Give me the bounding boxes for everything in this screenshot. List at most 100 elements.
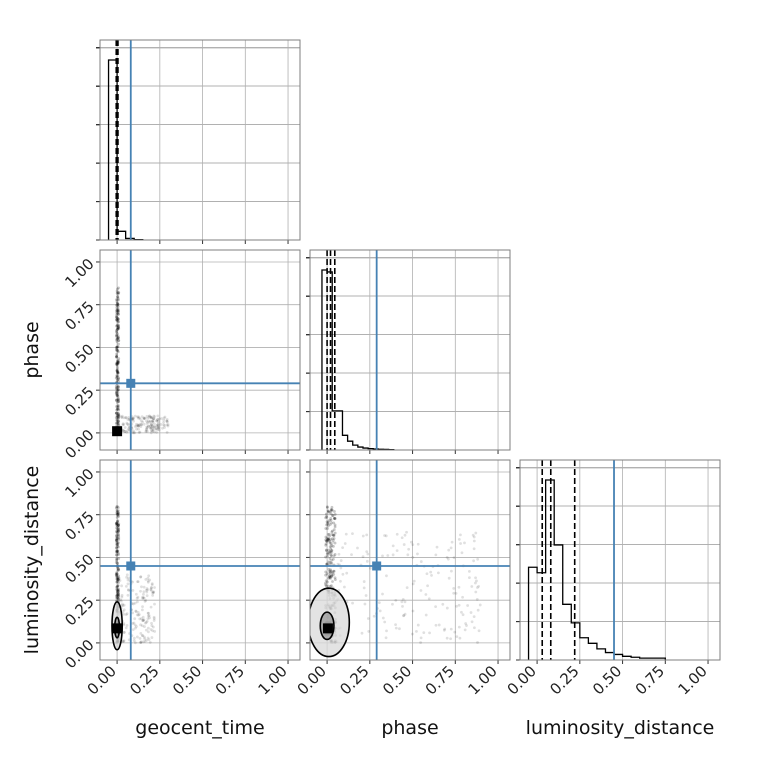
sample-point: [116, 326, 120, 330]
sample-point: [326, 584, 330, 588]
sample-point: [327, 532, 331, 536]
sample-point: [398, 627, 401, 631]
sample-point: [332, 516, 336, 520]
sample-point: [145, 426, 149, 429]
sample-point: [114, 298, 118, 302]
sample-point: [137, 427, 140, 431]
sample-point: [151, 427, 155, 430]
sample-point: [152, 430, 156, 434]
sample-point: [133, 617, 137, 621]
sample-point: [333, 578, 337, 582]
sample-point: [470, 620, 474, 624]
sample-point: [115, 324, 119, 328]
sample-point: [116, 407, 119, 411]
sample-point: [469, 611, 473, 614]
sample-point: [116, 361, 120, 365]
sample-point: [139, 640, 142, 644]
sample-point: [455, 635, 459, 639]
sample-point: [142, 592, 145, 596]
sample-point: [325, 539, 329, 543]
sample-point: [140, 423, 143, 427]
sample-point: [153, 586, 156, 589]
sample-point: [116, 362, 120, 366]
sample-point: [146, 424, 150, 428]
sample-point: [135, 613, 139, 617]
sample-point: [324, 542, 328, 546]
sample-point: [117, 416, 120, 420]
sample-point: [142, 619, 145, 623]
sample-point: [153, 425, 156, 429]
sample-point: [146, 617, 150, 621]
sample-point: [457, 625, 461, 629]
sample-point: [116, 566, 120, 570]
sample-point: [117, 286, 120, 290]
sample-point: [156, 414, 160, 418]
sample-point: [324, 584, 328, 588]
sample-point: [468, 576, 471, 580]
sample-point: [125, 575, 129, 579]
sample-point: [115, 530, 119, 534]
sample-point: [427, 597, 431, 601]
sample-point: [117, 592, 120, 595]
sample-point: [325, 505, 329, 509]
sample-point: [116, 412, 120, 415]
sample-point: [149, 588, 153, 592]
sample-point: [419, 589, 423, 592]
sample-point: [132, 416, 136, 420]
sample-point: [115, 572, 119, 576]
sample-point: [115, 363, 119, 366]
sample-point: [434, 553, 438, 557]
sample-point: [151, 424, 154, 428]
sample-point: [115, 572, 119, 575]
sample-point: [122, 603, 126, 607]
sample-point: [153, 415, 156, 419]
sample-point: [116, 596, 120, 600]
sample-point: [330, 551, 334, 555]
sample-point: [460, 610, 463, 614]
sample-point: [150, 586, 153, 590]
sample-point: [121, 602, 124, 606]
sample-point: [116, 302, 120, 306]
sample-point: [143, 639, 147, 643]
sample-point: [343, 542, 347, 545]
sample-point: [115, 371, 119, 375]
sample-point: [136, 580, 140, 584]
sample-point: [116, 307, 120, 311]
sample-point: [428, 631, 431, 635]
sample-point: [332, 572, 336, 576]
sample-point: [115, 355, 118, 358]
sample-point: [403, 600, 407, 604]
sample-point: [156, 417, 160, 421]
sample-point: [366, 552, 370, 556]
sample-point: [115, 580, 119, 584]
sample-point: [424, 613, 428, 617]
sample-point: [127, 428, 131, 431]
sample-point: [120, 416, 124, 420]
sample-point: [115, 589, 119, 593]
sample-point: [114, 303, 118, 307]
sample-point: [325, 562, 329, 566]
sample-point: [116, 549, 120, 553]
sample-point: [122, 423, 126, 426]
sample-point: [116, 332, 119, 336]
sample-point: [152, 422, 156, 426]
sample-point: [330, 508, 334, 512]
sample-point: [155, 430, 158, 434]
sample-point: [117, 413, 121, 417]
sample-point: [121, 640, 124, 644]
sample-point: [151, 428, 155, 431]
sample-point: [473, 581, 477, 585]
sample-point: [126, 588, 130, 592]
sample-point: [116, 567, 120, 571]
sample-point: [331, 557, 335, 561]
sample-point: [117, 591, 120, 595]
sample-point: [145, 427, 149, 431]
sample-point: [419, 636, 423, 640]
sample-point: [449, 569, 453, 573]
sample-point: [145, 638, 148, 642]
sample-point: [324, 579, 328, 583]
sample-point: [115, 375, 119, 379]
sample-point: [152, 617, 156, 621]
sample-point: [449, 637, 453, 641]
sample-point: [327, 575, 331, 579]
